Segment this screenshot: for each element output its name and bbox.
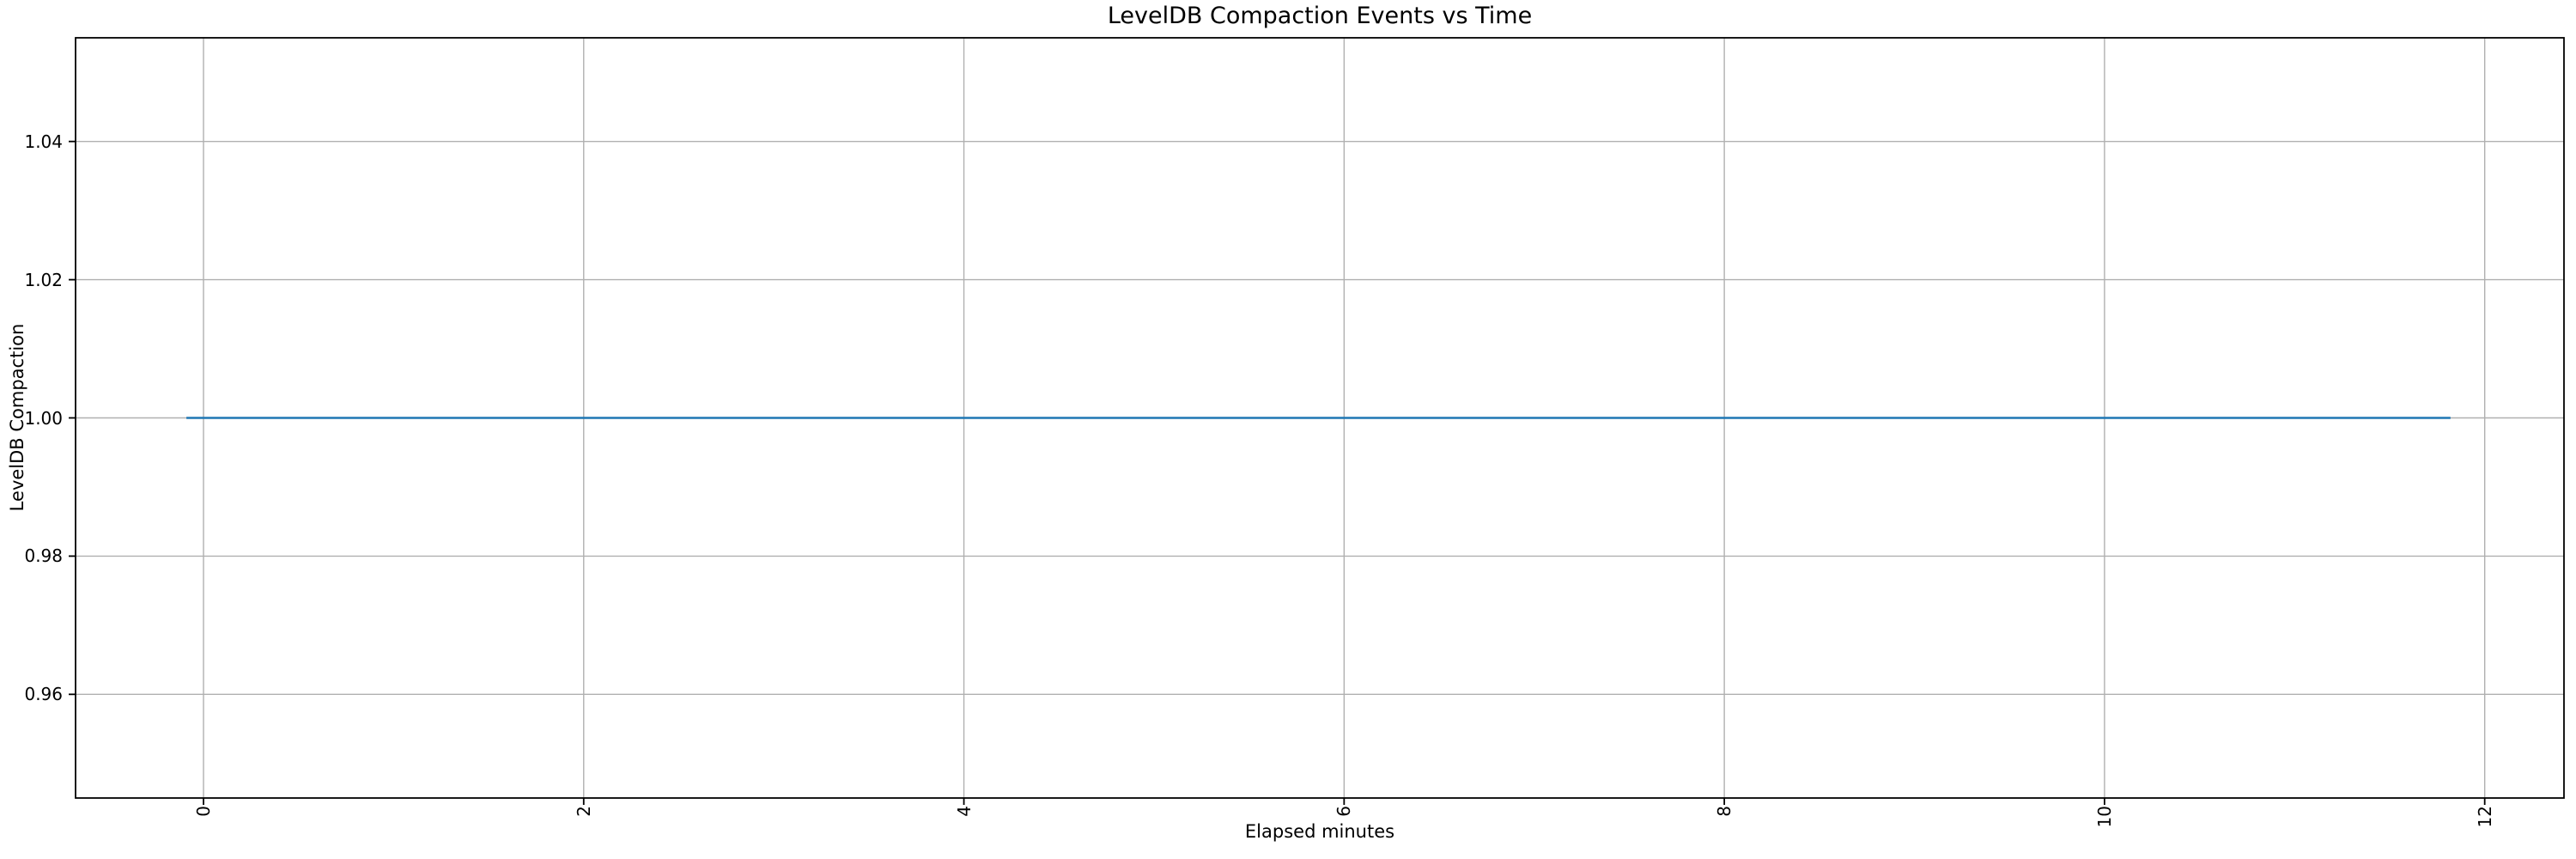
x-tick-label: 4	[953, 806, 975, 817]
chart-title: LevelDB Compaction Events vs Time	[1107, 3, 1533, 29]
x-tick-label: 2	[573, 806, 594, 817]
x-tick-label: 0	[192, 806, 214, 817]
y-tick-label: 1.00	[24, 407, 63, 429]
y-tick-label: 1.02	[24, 269, 63, 290]
x-tick-label: 10	[2093, 806, 2115, 828]
x-tick-label: 6	[1334, 806, 1355, 817]
y-tick-label: 0.98	[24, 545, 63, 567]
y-tick-label: 0.96	[24, 684, 63, 705]
y-tick-label: 1.04	[24, 131, 63, 152]
x-axis-label: Elapsed minutes	[1244, 821, 1395, 842]
x-tick-label: 12	[2474, 806, 2495, 828]
x-tick-label: 8	[1714, 806, 1735, 817]
